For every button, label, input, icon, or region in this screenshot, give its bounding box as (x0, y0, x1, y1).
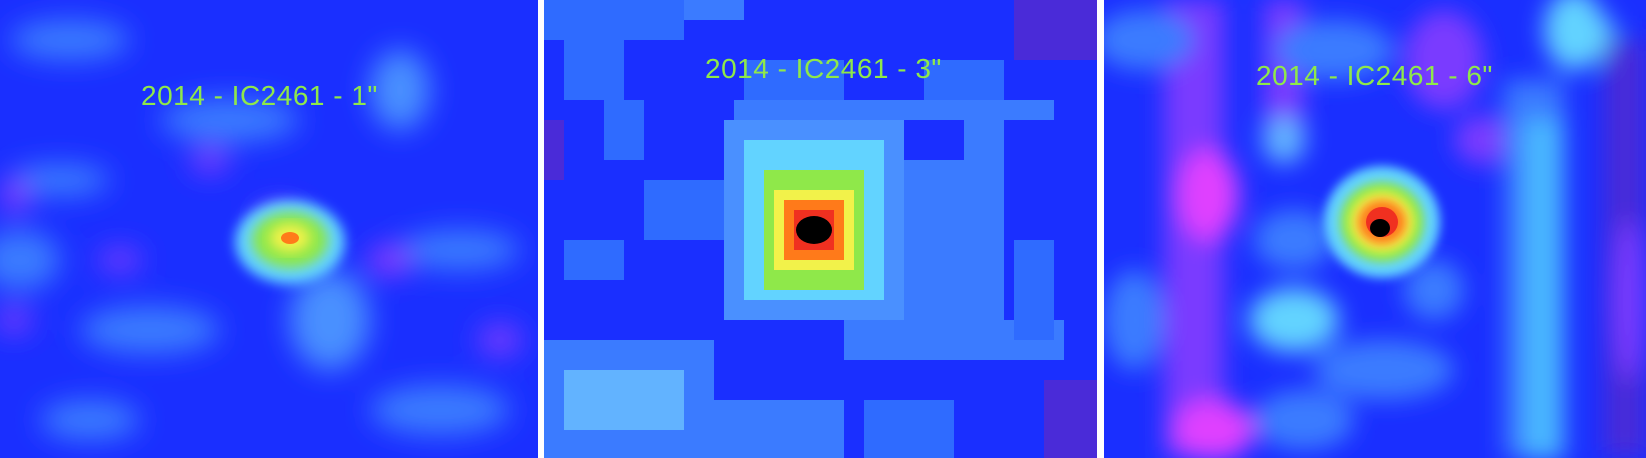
map-panel-1arcsec: 2014 - IC2461 - 1" (0, 0, 538, 458)
source-emission (235, 200, 345, 284)
source-peak (796, 216, 832, 244)
map-panel-6arcsec: 2014 - IC2461 - 6" (1104, 0, 1646, 458)
panel-title: 2014 - IC2461 - 6" (1256, 60, 1493, 91)
noise-structure (1104, 0, 1646, 458)
radio-map-1arcsec (0, 0, 538, 458)
source-peak (1370, 219, 1390, 237)
panel-title: 2014 - IC2461 - 1" (141, 80, 378, 111)
radio-map-6arcsec (1104, 0, 1646, 458)
radio-map-3arcsec (544, 0, 1097, 458)
panel-title: 2014 - IC2461 - 3" (705, 53, 942, 84)
map-panel-3arcsec: 2014 - IC2461 - 3" (544, 0, 1097, 458)
